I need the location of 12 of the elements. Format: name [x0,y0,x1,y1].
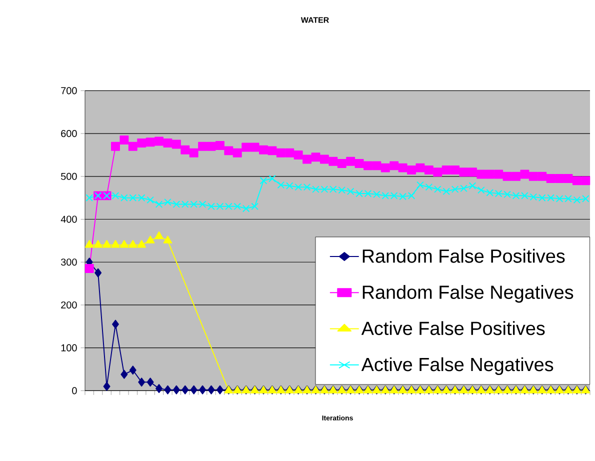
y-tick-label: 600 [61,130,77,138]
y-tick-label: 500 [61,172,77,180]
legend-label: Random False Negatives [362,285,574,303]
y-tick-label: 400 [60,216,77,223]
y-tick-label: 700 [61,87,77,94]
legend-label: Active False Positives [361,321,545,336]
legend-label: Active False Negatives [361,357,554,375]
legend-label: Random False Positives [362,248,565,263]
y-tick-label: 0 [72,387,77,394]
y-tick-label: 300 [60,258,77,266]
y-tick-label: 100 [61,344,77,352]
y-tick-label: 200 [61,301,77,308]
